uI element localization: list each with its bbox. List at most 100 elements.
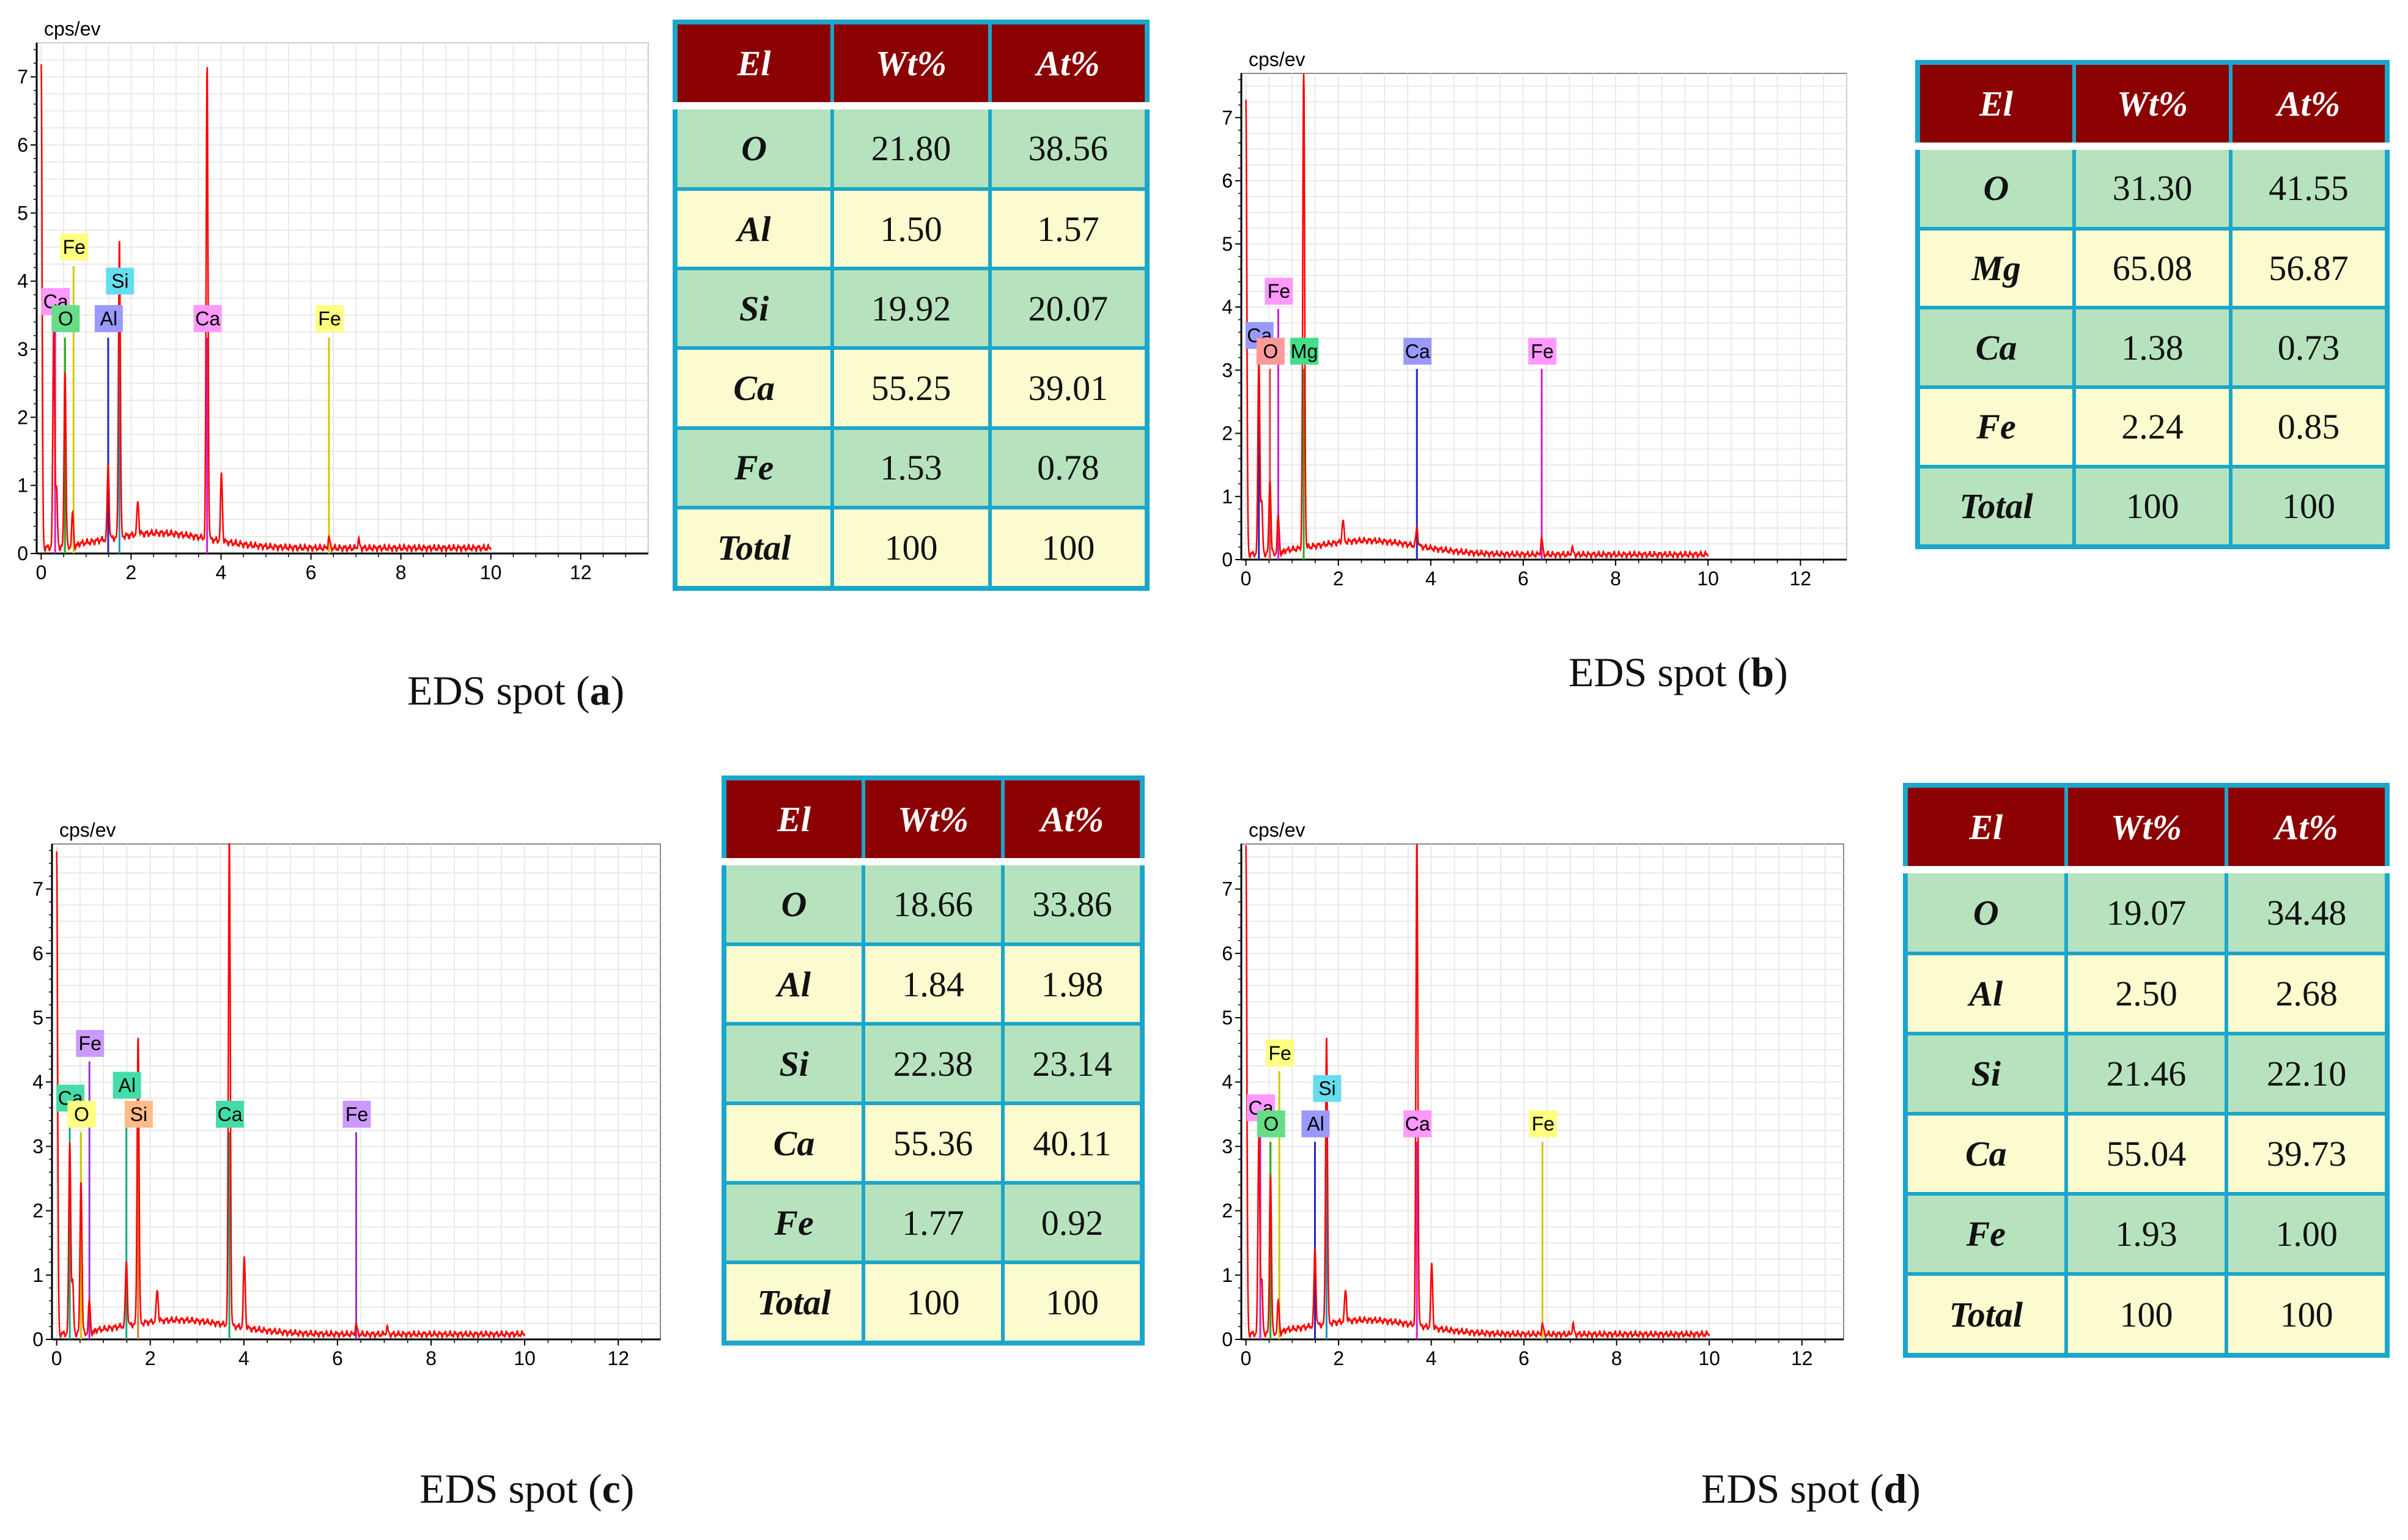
peak-label-text: Si [111, 270, 128, 292]
peak-label: O [67, 1100, 96, 1128]
x-tick-label: 4 [1426, 1347, 1437, 1369]
atomic-percent-cell: 1.98 [1001, 942, 1144, 1026]
composition-table-a: El Wt% At% O 21.80 38.56 Al 1.50 1.57 Si 19.92 20.0… [673, 20, 1150, 591]
table-row: Al 2.50 2.68 [1904, 951, 2389, 1035]
element-cell: Ca [1916, 306, 2076, 389]
table-row: Si 21.46 22.10 [1904, 1031, 2389, 1116]
table-row: O 31.30 41.55 [1916, 144, 2389, 231]
peak-label: Al [113, 1072, 141, 1099]
element-cell: Al [1904, 951, 2068, 1035]
x-tick-label: 12 [1791, 1347, 1813, 1369]
atomic-percent-cell: 100 [2229, 464, 2389, 549]
peak-label-box [124, 1100, 153, 1128]
weight-percent-cell: 2.24 [2072, 385, 2233, 468]
peak-label-text: Fe [1531, 340, 1554, 362]
element-cell: Fe [1916, 385, 2076, 468]
column-header: At% [2225, 783, 2389, 874]
table-row: Fe 2.24 0.85 [1916, 385, 2389, 468]
y-axis-label: cps/ev [59, 819, 116, 841]
atomic-percent-cell: 1.00 [2225, 1191, 2389, 1276]
column-header: At% [988, 20, 1150, 110]
peak-label-box [106, 267, 135, 295]
element-cell: Mg [1916, 226, 2076, 310]
element-cell: O [673, 104, 835, 191]
atomic-percent-cell: 0.78 [988, 426, 1150, 509]
weight-percent-cell: 1.93 [2064, 1191, 2229, 1276]
peak-label: Fe [1266, 1039, 1294, 1067]
table-row: Mg 65.08 56.87 [1916, 226, 2389, 310]
element-cell: Si [673, 267, 835, 350]
atomic-percent-cell: 100 [1001, 1261, 1144, 1345]
y-tick-label: 5 [17, 202, 28, 224]
y-tick-label: 7 [32, 878, 43, 900]
y-tick-label: 1 [32, 1264, 43, 1286]
atomic-percent-cell: 39.01 [988, 346, 1150, 430]
y-tick-label: 4 [1222, 296, 1233, 318]
x-tick-label: 2 [145, 1347, 156, 1369]
y-tick-label: 0 [17, 542, 28, 565]
y-tick-label: 7 [17, 66, 28, 88]
weight-percent-cell: 19.07 [2064, 868, 2229, 955]
element-cell: O [722, 860, 865, 947]
y-tick-label: 3 [1222, 1135, 1233, 1157]
element-cell: Total [722, 1261, 865, 1345]
table-row: Total 100 100 [1916, 464, 2389, 549]
peak-label-box [51, 305, 80, 332]
peak-label-box [1313, 1075, 1342, 1102]
column-header: At% [2229, 61, 2389, 150]
y-tick-label: 0 [1222, 549, 1233, 571]
table-row: Si 22.38 23.14 [722, 1022, 1144, 1106]
element-cell: O [1904, 868, 2068, 955]
element-cell: Fe [722, 1181, 865, 1265]
caption-prefix: EDS spot ( [407, 667, 590, 714]
peak-label-box [113, 1072, 141, 1099]
y-tick-label: 7 [1222, 106, 1233, 128]
weight-percent-cell: 1.77 [862, 1181, 1005, 1265]
peak-label-box [1529, 1110, 1557, 1138]
peak-label: O [1257, 1110, 1285, 1138]
weight-percent-cell: 55.36 [862, 1101, 1005, 1185]
x-tick-label: 10 [480, 561, 502, 583]
weight-percent-cell: 100 [2064, 1272, 2229, 1357]
peak-label-box [1290, 338, 1319, 365]
weight-percent-cell: 1.50 [830, 187, 992, 271]
atomic-percent-cell: 0.85 [2229, 385, 2389, 468]
peak-label: Al [94, 305, 123, 332]
atomic-percent-cell: 56.87 [2229, 226, 2389, 310]
atomic-percent-cell: 41.55 [2229, 144, 2389, 231]
table-header-row: El Wt% At% [1916, 61, 2389, 150]
peak-label-text: Si [130, 1103, 147, 1125]
table-header-row: El Wt% At% [673, 20, 1150, 110]
x-tick-label: 10 [1698, 1347, 1720, 1369]
caption-suffix: ) [1907, 1465, 1921, 1512]
column-header: El [1904, 783, 2068, 874]
peak-label-text: Fe [345, 1103, 368, 1125]
y-tick-label: 5 [1222, 1007, 1233, 1029]
caption-suffix: ) [610, 667, 625, 714]
caption-letter: a [589, 667, 611, 714]
peak-label: Fe [342, 1100, 371, 1128]
peak-label: Ca [193, 305, 222, 332]
atomic-percent-cell: 100 [2225, 1272, 2389, 1357]
weight-percent-cell: 18.66 [862, 860, 1005, 947]
table-row: Fe 1.53 0.78 [673, 426, 1150, 509]
column-header: Wt% [862, 776, 1005, 866]
weight-percent-cell: 65.08 [2072, 226, 2233, 310]
caption-a: EDS spot (a) [407, 667, 624, 715]
peak-label-text: Fe [79, 1032, 102, 1054]
spectrum-chart-d: 0 1 2 3 4 5 6 7 0 2 4 6 8 10 12 cps/ev Fe Ca O Al Si Ca Fe [1214, 813, 1862, 1376]
peak-label-text: Fe [318, 308, 341, 330]
element-cell: Si [722, 1022, 865, 1106]
column-header: El [722, 776, 865, 866]
spectrum-chart-a: 0 1 2 3 4 5 6 7 0 2 4 6 8 10 12 cps/ev Fe Ca O Al Si Ca Fe [0, 0, 660, 587]
peak-label: Fe [76, 1030, 105, 1057]
caption-letter: b [1751, 649, 1775, 695]
atomic-percent-cell: 33.86 [1001, 860, 1144, 947]
x-tick-label: 8 [1610, 568, 1621, 590]
x-tick-label: 0 [1241, 568, 1252, 590]
caption-b: EDS spot (b) [1568, 648, 1788, 697]
table-row: O 19.07 34.48 [1904, 868, 2389, 955]
y-tick-label: 0 [1222, 1328, 1233, 1350]
y-axis-label: cps/ev [44, 18, 100, 40]
